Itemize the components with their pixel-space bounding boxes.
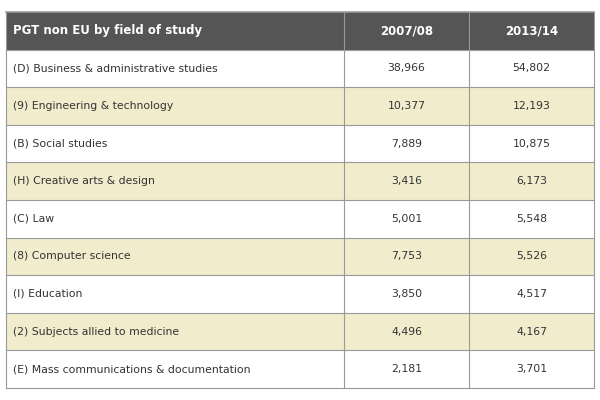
Text: 3,850: 3,850 bbox=[391, 289, 422, 299]
Text: 10,377: 10,377 bbox=[388, 101, 425, 111]
Bar bbox=[344, 162, 469, 200]
Bar bbox=[6, 162, 344, 200]
Text: 3,416: 3,416 bbox=[391, 176, 422, 186]
Bar bbox=[344, 200, 469, 238]
Text: 2013/14: 2013/14 bbox=[505, 24, 558, 37]
Text: (I) Education: (I) Education bbox=[13, 289, 83, 299]
Bar bbox=[469, 125, 594, 162]
Text: (E) Mass communications & documentation: (E) Mass communications & documentation bbox=[13, 364, 251, 374]
Text: 3,701: 3,701 bbox=[516, 364, 547, 374]
Bar bbox=[469, 238, 594, 275]
Bar bbox=[469, 87, 594, 125]
Bar bbox=[6, 87, 344, 125]
Text: PGT non EU by field of study: PGT non EU by field of study bbox=[13, 24, 202, 37]
Bar bbox=[344, 50, 469, 87]
Bar bbox=[6, 125, 344, 162]
Bar bbox=[344, 238, 469, 275]
Bar bbox=[344, 275, 469, 313]
Bar bbox=[6, 275, 344, 313]
Text: 6,173: 6,173 bbox=[516, 176, 547, 186]
Text: (8) Computer science: (8) Computer science bbox=[13, 252, 131, 262]
Text: 4,517: 4,517 bbox=[516, 289, 547, 299]
Text: (D) Business & administrative studies: (D) Business & administrative studies bbox=[13, 63, 218, 73]
Text: (9) Engineering & technology: (9) Engineering & technology bbox=[13, 101, 173, 111]
Text: 54,802: 54,802 bbox=[512, 63, 551, 73]
Bar bbox=[6, 50, 344, 87]
Text: 7,753: 7,753 bbox=[391, 252, 422, 262]
Bar bbox=[469, 275, 594, 313]
Bar bbox=[344, 87, 469, 125]
Bar bbox=[344, 12, 469, 50]
Bar bbox=[469, 350, 594, 388]
Bar bbox=[6, 12, 344, 50]
Bar bbox=[6, 313, 344, 350]
Bar bbox=[469, 162, 594, 200]
Bar bbox=[344, 125, 469, 162]
Text: (2) Subjects allied to medicine: (2) Subjects allied to medicine bbox=[13, 326, 179, 337]
Text: 10,875: 10,875 bbox=[512, 139, 551, 149]
Text: 2007/08: 2007/08 bbox=[380, 24, 433, 37]
Text: (H) Creative arts & design: (H) Creative arts & design bbox=[13, 176, 155, 186]
Bar bbox=[6, 350, 344, 388]
Bar bbox=[469, 313, 594, 350]
Text: 7,889: 7,889 bbox=[391, 139, 422, 149]
Text: (B) Social studies: (B) Social studies bbox=[13, 139, 107, 149]
Bar bbox=[6, 200, 344, 238]
Bar bbox=[6, 238, 344, 275]
Bar bbox=[469, 12, 594, 50]
Text: 38,966: 38,966 bbox=[388, 63, 425, 73]
Bar bbox=[469, 50, 594, 87]
Text: 5,548: 5,548 bbox=[516, 214, 547, 224]
Text: 4,167: 4,167 bbox=[516, 326, 547, 337]
Bar bbox=[344, 313, 469, 350]
Bar bbox=[344, 350, 469, 388]
Text: 5,001: 5,001 bbox=[391, 214, 422, 224]
Text: 2,181: 2,181 bbox=[391, 364, 422, 374]
Text: 4,496: 4,496 bbox=[391, 326, 422, 337]
Text: 12,193: 12,193 bbox=[512, 101, 550, 111]
Bar bbox=[469, 200, 594, 238]
Text: 5,526: 5,526 bbox=[516, 252, 547, 262]
Text: (C) Law: (C) Law bbox=[13, 214, 55, 224]
